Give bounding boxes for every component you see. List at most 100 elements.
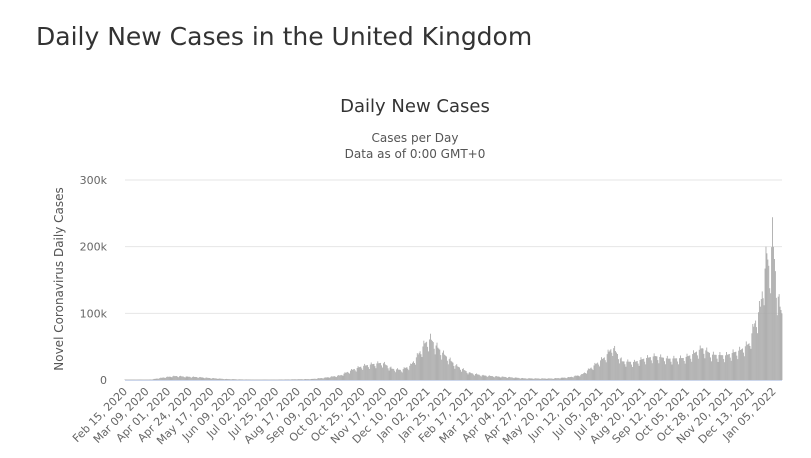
bar (373, 363, 375, 380)
bar (160, 377, 162, 380)
bar (226, 379, 228, 380)
bar (536, 378, 538, 380)
bar (692, 354, 694, 380)
bar (203, 377, 205, 380)
bar (178, 377, 179, 380)
bar (285, 379, 287, 380)
bar (380, 362, 382, 380)
bar (627, 359, 629, 380)
bar (479, 375, 481, 380)
bar (634, 361, 636, 380)
bar (566, 378, 568, 380)
bar (659, 356, 661, 380)
bar (766, 253, 768, 380)
bar (477, 374, 479, 380)
bar (759, 306, 761, 380)
bar (406, 367, 408, 380)
bar (582, 373, 584, 380)
bar (520, 378, 522, 380)
bar (191, 377, 193, 380)
bar (700, 348, 702, 380)
bar (676, 358, 678, 380)
bar (465, 371, 467, 380)
bar (758, 300, 760, 380)
bar (762, 298, 764, 380)
bar (348, 372, 350, 380)
bar (233, 379, 235, 380)
bar (480, 376, 482, 380)
bar (735, 351, 737, 380)
bar (311, 378, 313, 380)
bar (542, 378, 544, 380)
bar (262, 379, 264, 380)
bar (600, 360, 601, 380)
bar (500, 377, 502, 380)
bar (210, 378, 211, 380)
bar (534, 378, 536, 380)
bar (672, 358, 674, 380)
bar (669, 358, 671, 380)
bar (414, 363, 415, 380)
bar (287, 379, 288, 380)
bar (185, 376, 187, 380)
bar (320, 378, 321, 380)
bar (771, 247, 773, 380)
bar (335, 376, 336, 380)
bar (128, 379, 130, 380)
bar (660, 354, 662, 380)
bar (330, 376, 332, 380)
bar (599, 366, 601, 380)
bars (124, 217, 783, 380)
bar (638, 365, 640, 380)
bar (774, 271, 776, 380)
bar (547, 378, 549, 380)
bar (263, 379, 265, 380)
bar (575, 375, 577, 380)
bar (605, 362, 607, 380)
bar (577, 375, 579, 380)
bar (462, 368, 464, 380)
bar (435, 345, 437, 380)
bar (689, 355, 691, 380)
bar (698, 349, 700, 380)
bar (756, 327, 757, 380)
bar (229, 379, 231, 380)
bar (572, 377, 574, 380)
bar (367, 365, 368, 380)
bar (171, 377, 173, 380)
bar (309, 379, 311, 380)
bar (487, 376, 489, 380)
bar (155, 378, 157, 380)
bar (189, 376, 191, 380)
bar (610, 349, 612, 380)
bar (753, 326, 755, 380)
bar (436, 342, 438, 380)
bar (209, 378, 210, 380)
bar (216, 378, 218, 380)
y-tick-label: 100k (80, 307, 108, 320)
bar (521, 378, 523, 380)
bar (628, 361, 630, 380)
bar (644, 361, 646, 380)
bar (485, 375, 487, 380)
bar (359, 367, 361, 380)
bar (621, 361, 623, 380)
bar (169, 376, 171, 380)
bar (681, 358, 683, 380)
bar (481, 375, 483, 380)
bar (618, 363, 620, 380)
bar (740, 350, 742, 380)
bar (713, 354, 715, 380)
bar (767, 259, 769, 380)
bar (516, 377, 518, 380)
bar (531, 378, 533, 380)
bar (329, 377, 331, 380)
bar (202, 377, 204, 380)
bar (341, 375, 343, 380)
bar (768, 265, 770, 380)
bar (593, 365, 595, 380)
bar (365, 365, 366, 380)
bar (434, 354, 436, 380)
bar (402, 369, 404, 380)
bar (483, 375, 485, 380)
